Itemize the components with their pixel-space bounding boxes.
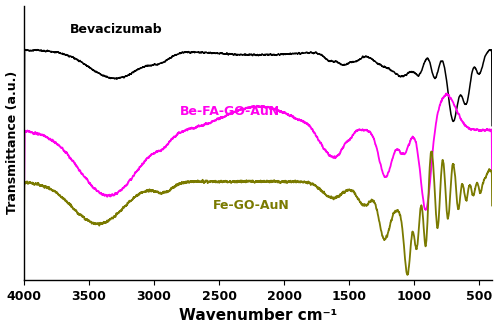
Text: Fe-GO-AuN: Fe-GO-AuN	[212, 199, 290, 212]
Text: Be-FA-GO-AuN: Be-FA-GO-AuN	[180, 105, 280, 118]
X-axis label: Wavenumber cm⁻¹: Wavenumber cm⁻¹	[179, 309, 337, 323]
Y-axis label: Transmittance (a.u.): Transmittance (a.u.)	[6, 71, 18, 215]
Text: Bevacizumab: Bevacizumab	[70, 23, 162, 36]
